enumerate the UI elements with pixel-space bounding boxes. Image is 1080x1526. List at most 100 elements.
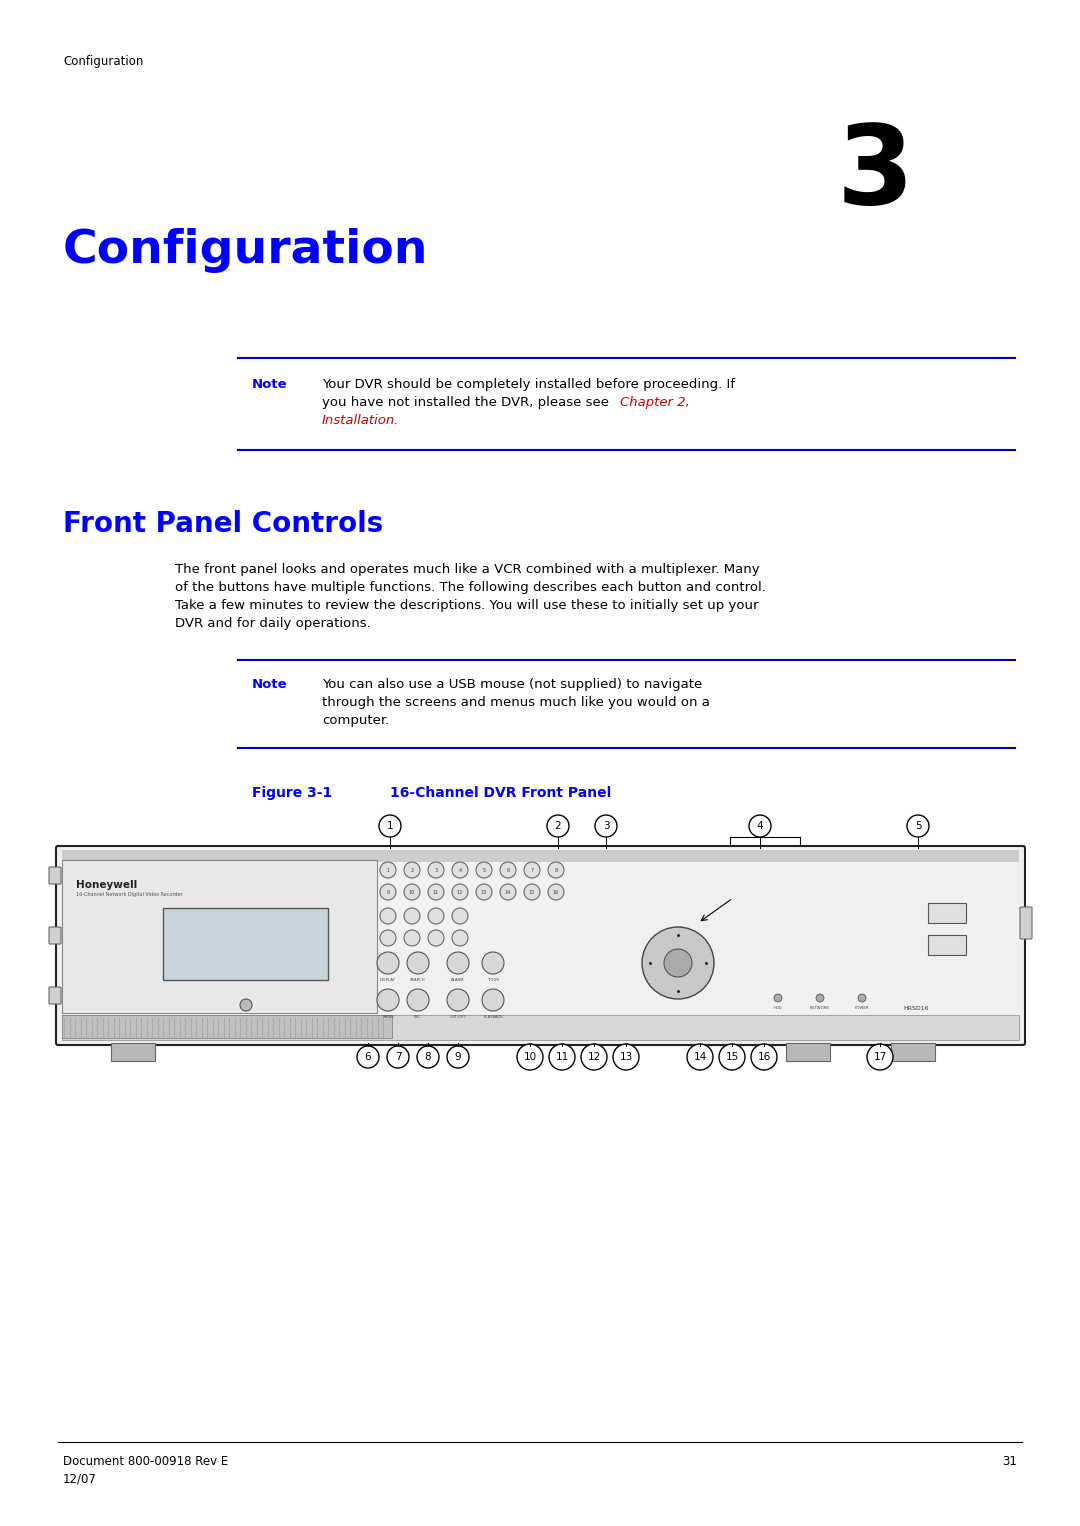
Text: You can also use a USB mouse (not supplied) to navigate: You can also use a USB mouse (not suppli… xyxy=(322,678,702,691)
Circle shape xyxy=(404,884,420,900)
Circle shape xyxy=(453,884,468,900)
Circle shape xyxy=(387,1045,409,1068)
Text: 16: 16 xyxy=(757,1051,771,1062)
Text: Installation.: Installation. xyxy=(322,414,400,427)
Circle shape xyxy=(517,1044,543,1070)
Text: ALARM: ALARM xyxy=(451,978,464,983)
Circle shape xyxy=(476,862,492,877)
Text: 16: 16 xyxy=(553,890,559,894)
Text: 14: 14 xyxy=(504,890,511,894)
Text: 2: 2 xyxy=(410,867,414,873)
Text: 3: 3 xyxy=(836,121,914,227)
Circle shape xyxy=(407,952,429,974)
Circle shape xyxy=(548,862,564,877)
Text: 8: 8 xyxy=(424,1051,431,1062)
Circle shape xyxy=(240,1000,252,1012)
FancyBboxPatch shape xyxy=(56,845,1025,1045)
Text: Configuration: Configuration xyxy=(63,55,144,69)
Circle shape xyxy=(417,1045,438,1068)
FancyBboxPatch shape xyxy=(1020,906,1032,938)
Bar xyxy=(62,1015,392,1038)
Text: Take a few minutes to review the descriptions. You will use these to initially s: Take a few minutes to review the descrip… xyxy=(175,600,758,612)
Circle shape xyxy=(613,1044,639,1070)
Text: DISPLAY: DISPLAY xyxy=(380,978,396,983)
Text: 11: 11 xyxy=(555,1051,569,1062)
Circle shape xyxy=(816,993,824,1003)
Circle shape xyxy=(482,952,504,974)
Circle shape xyxy=(428,929,444,946)
Circle shape xyxy=(664,949,692,977)
FancyBboxPatch shape xyxy=(49,926,60,945)
Text: 7: 7 xyxy=(394,1051,402,1062)
Text: 13: 13 xyxy=(481,890,487,894)
Text: 6: 6 xyxy=(365,1051,372,1062)
Circle shape xyxy=(581,1044,607,1070)
Circle shape xyxy=(546,815,569,836)
Circle shape xyxy=(453,908,468,925)
Circle shape xyxy=(428,884,444,900)
Circle shape xyxy=(407,989,429,1012)
Text: Note: Note xyxy=(252,378,287,391)
Text: HDD: HDD xyxy=(773,1006,782,1010)
Text: 16-Channel DVR Front Panel: 16-Channel DVR Front Panel xyxy=(390,786,611,800)
Text: Figure 3-1: Figure 3-1 xyxy=(252,786,333,800)
Text: 1: 1 xyxy=(387,867,390,873)
Circle shape xyxy=(524,862,540,877)
FancyBboxPatch shape xyxy=(49,867,60,884)
Bar xyxy=(62,1015,1020,1041)
Circle shape xyxy=(357,1045,379,1068)
Circle shape xyxy=(428,908,444,925)
Text: HRSD16: HRSD16 xyxy=(903,1006,929,1012)
Text: 10: 10 xyxy=(524,1051,537,1062)
Circle shape xyxy=(404,908,420,925)
Circle shape xyxy=(687,1044,713,1070)
Bar xyxy=(786,1042,831,1061)
Circle shape xyxy=(377,989,399,1012)
Circle shape xyxy=(751,1044,777,1070)
Text: 9: 9 xyxy=(387,890,390,894)
Text: NETWORK: NETWORK xyxy=(810,1006,829,1010)
Circle shape xyxy=(500,862,516,877)
Text: of the buttons have multiple functions. The following describes each button and : of the buttons have multiple functions. … xyxy=(175,581,766,594)
Text: PLAYBACK: PLAYBACK xyxy=(483,1015,503,1019)
Circle shape xyxy=(524,884,540,900)
Circle shape xyxy=(447,1045,469,1068)
Circle shape xyxy=(447,952,469,974)
Circle shape xyxy=(549,1044,575,1070)
Text: TOUR: TOUR xyxy=(487,978,499,983)
Text: 16-Channel Network Digital Video Recorder: 16-Channel Network Digital Video Recorde… xyxy=(76,893,183,897)
Circle shape xyxy=(380,908,396,925)
Text: you have not installed the DVR, please see: you have not installed the DVR, please s… xyxy=(322,397,613,409)
Text: 4: 4 xyxy=(458,867,461,873)
Text: Your DVR should be completely installed before proceeding. If: Your DVR should be completely installed … xyxy=(322,378,735,391)
Circle shape xyxy=(379,815,401,836)
Circle shape xyxy=(380,929,396,946)
Circle shape xyxy=(907,815,929,836)
Text: 1: 1 xyxy=(387,821,393,832)
Text: 13: 13 xyxy=(619,1051,633,1062)
Bar xyxy=(62,850,1020,862)
Text: 12/07: 12/07 xyxy=(63,1473,97,1485)
Text: Honeywell: Honeywell xyxy=(76,881,137,890)
Text: MENU: MENU xyxy=(382,1015,394,1019)
Text: 11: 11 xyxy=(433,890,440,894)
Text: 9: 9 xyxy=(455,1051,461,1062)
Text: Front Panel Controls: Front Panel Controls xyxy=(63,510,383,539)
Circle shape xyxy=(750,815,771,836)
Circle shape xyxy=(404,862,420,877)
Circle shape xyxy=(377,952,399,974)
Circle shape xyxy=(642,926,714,1000)
Text: 12: 12 xyxy=(588,1051,600,1062)
Text: POWER: POWER xyxy=(854,1006,869,1010)
Circle shape xyxy=(595,815,617,836)
Circle shape xyxy=(380,862,396,877)
Text: ESC: ESC xyxy=(414,1015,422,1019)
Text: The front panel looks and operates much like a VCR combined with a multiplexer. : The front panel looks and operates much … xyxy=(175,563,759,575)
Text: 5: 5 xyxy=(483,867,486,873)
Text: 4: 4 xyxy=(757,821,764,832)
Text: through the screens and menus much like you would on a: through the screens and menus much like … xyxy=(322,696,710,710)
Text: 3: 3 xyxy=(603,821,609,832)
Circle shape xyxy=(428,862,444,877)
Text: 15: 15 xyxy=(726,1051,739,1062)
Text: 8: 8 xyxy=(554,867,557,873)
